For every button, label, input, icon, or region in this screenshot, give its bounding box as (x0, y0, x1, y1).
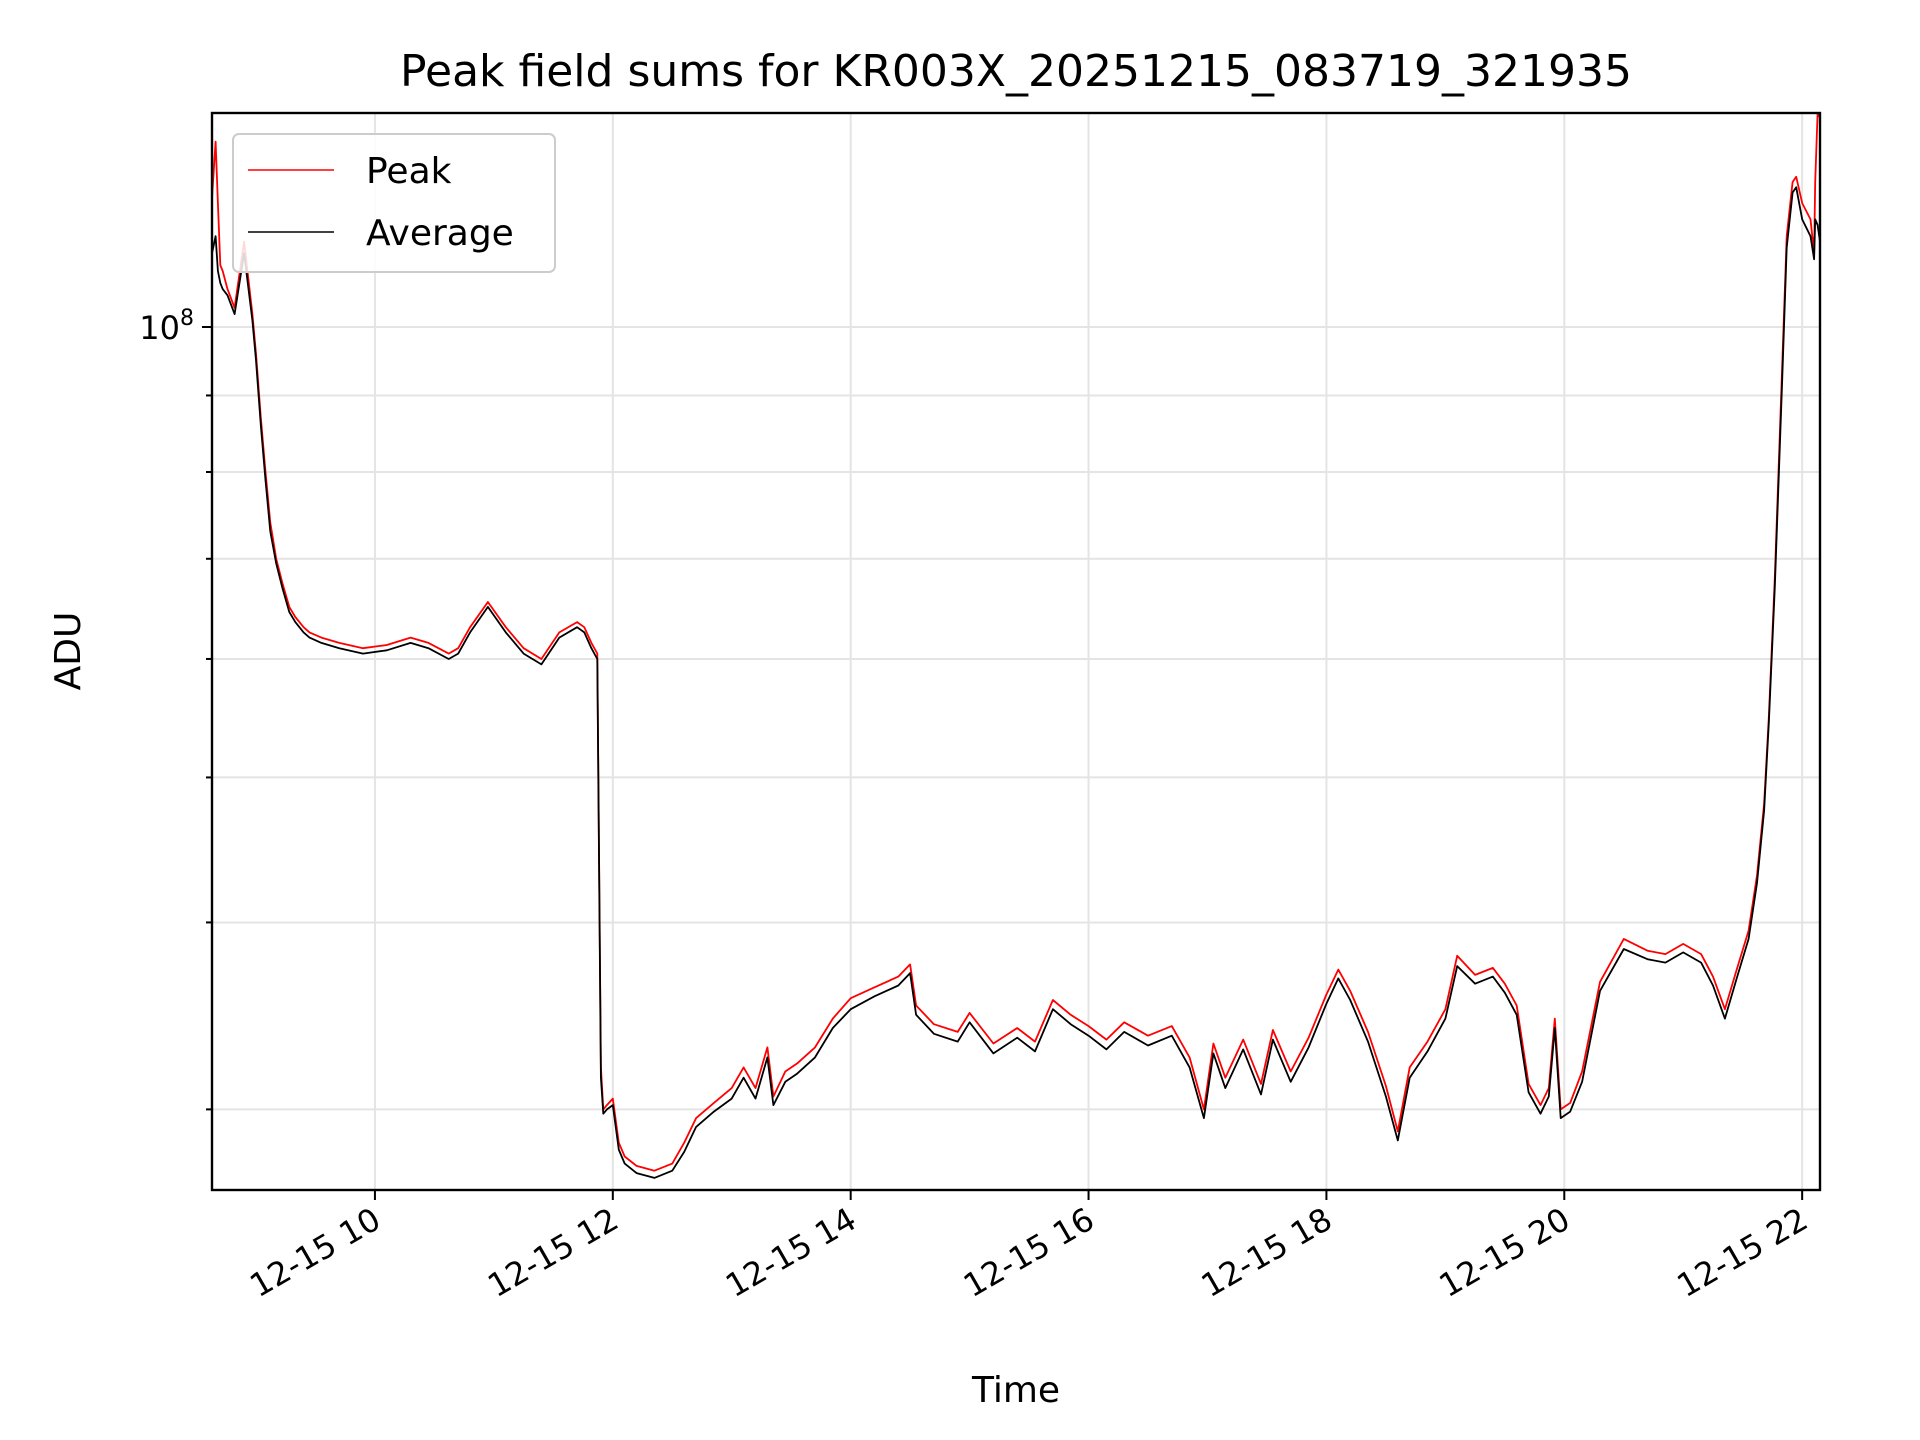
legend-box (232, 133, 556, 273)
y-axis-label: ADU (48, 612, 89, 691)
chart-title: Peak field sums for KR003X_20251215_0837… (400, 46, 1632, 97)
y-tick-label: 108 (139, 306, 194, 347)
grid (212, 113, 1820, 1190)
legend-label-peak: Peak (366, 151, 452, 192)
legend-label-average: Average (366, 213, 514, 254)
plot-area (211, 112, 1821, 1179)
series-line-peak (211, 112, 1821, 1172)
x-axis-label: Time (971, 1370, 1060, 1411)
plot-frame (210, 111, 1822, 1192)
series-line-average (211, 186, 1821, 1179)
legend: Peak Average (232, 133, 556, 273)
